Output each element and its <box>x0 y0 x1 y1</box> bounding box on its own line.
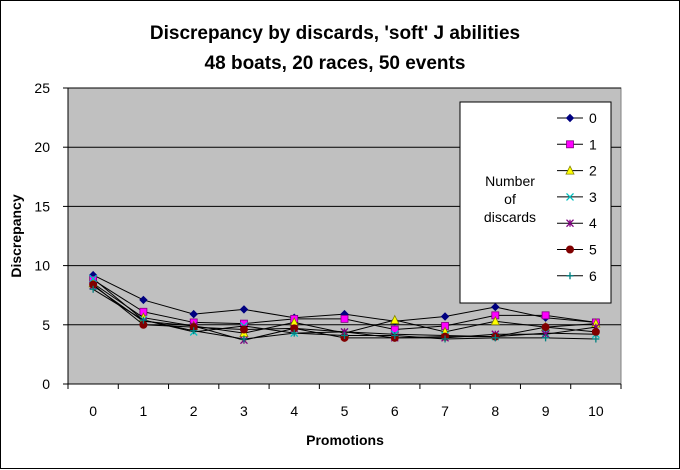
data-point <box>240 335 248 343</box>
x-tick-label: 9 <box>542 403 550 419</box>
series-layer <box>88 270 601 345</box>
data-point <box>592 335 600 343</box>
data-point <box>89 285 97 293</box>
data-point <box>391 331 399 339</box>
legend-title-line: of <box>504 191 516 207</box>
data-point <box>239 325 248 334</box>
data-point <box>139 295 148 305</box>
y-tick-label: 10 <box>34 258 50 274</box>
legend-entry-0: 0 <box>557 110 597 126</box>
data-point <box>189 309 198 319</box>
data-point <box>541 311 550 320</box>
x-tick-label: 8 <box>491 403 499 419</box>
legend-marker <box>566 272 574 280</box>
y-tick-label: 25 <box>34 80 50 96</box>
legend-label: 5 <box>589 242 597 258</box>
legend-title-line: Number <box>485 173 535 189</box>
data-point <box>491 302 500 312</box>
y-tick-label: 5 <box>42 317 50 333</box>
legend-marker <box>565 113 575 123</box>
data-point <box>290 329 298 337</box>
legend-title: Number of discards <box>484 173 536 225</box>
legend-marker <box>566 245 574 254</box>
chart-title: Discrepancy by discards, 'soft' J abilit… <box>150 23 520 44</box>
data-point <box>440 312 450 321</box>
x-axis-title: Promotions <box>306 432 384 448</box>
legend-entry-1: 1 <box>557 136 597 152</box>
data-point <box>341 331 348 339</box>
legend-title-line: discards <box>484 209 536 225</box>
legend-label: 0 <box>589 110 597 126</box>
x-tick-label: 4 <box>290 403 298 419</box>
legend-entry-2: 2 <box>557 163 597 179</box>
y-tick-label: 15 <box>34 198 50 214</box>
x-tick-label: 1 <box>140 403 148 419</box>
series-6 <box>89 285 600 343</box>
data-point <box>239 305 249 314</box>
data-point <box>591 327 600 336</box>
legend-entry-3: 3 <box>557 189 597 205</box>
x-tick-label: 5 <box>341 403 349 419</box>
legend-entry-5: 5 <box>557 242 597 258</box>
legend-entry-6: 6 <box>557 268 597 284</box>
x-tick-label: 7 <box>441 403 449 419</box>
x-tick-label: 3 <box>240 403 248 419</box>
legend-label: 6 <box>589 268 597 284</box>
y-tick-label: 0 <box>42 376 50 392</box>
legend-entry-4: 4 <box>557 215 597 231</box>
x-tick-label: 10 <box>588 403 604 419</box>
x-tick-label: 2 <box>190 403 198 419</box>
y-tick-label: 20 <box>34 139 50 155</box>
data-point <box>491 334 499 342</box>
data-point <box>340 314 349 323</box>
data-point <box>541 323 550 332</box>
x-tick-label: 0 <box>89 403 97 419</box>
data-point <box>139 316 147 324</box>
legend-box <box>459 101 612 304</box>
data-point <box>190 327 198 335</box>
legend-label: 4 <box>589 215 597 231</box>
legend-marker <box>566 192 574 201</box>
legend-label: 1 <box>589 136 597 152</box>
data-point <box>89 274 98 283</box>
legend-label: 3 <box>589 189 597 205</box>
data-point <box>390 314 400 324</box>
data-point <box>490 315 500 326</box>
legend-label: 2 <box>589 163 597 179</box>
x-tick-label: 6 <box>391 403 399 419</box>
legend-marker <box>565 165 575 175</box>
chart-subtitle: 48 boats, 20 races, 50 events <box>205 53 466 74</box>
legend-marker <box>566 140 574 149</box>
y-axis-title: Discrepancy <box>8 194 24 277</box>
legend: Number of discards 0 1 2 3 4 5 6 <box>459 101 612 304</box>
data-point <box>441 335 449 343</box>
data-point <box>542 334 550 342</box>
legend-entries: 0 1 2 3 4 5 6 <box>557 110 597 284</box>
legend-marker <box>566 219 574 228</box>
